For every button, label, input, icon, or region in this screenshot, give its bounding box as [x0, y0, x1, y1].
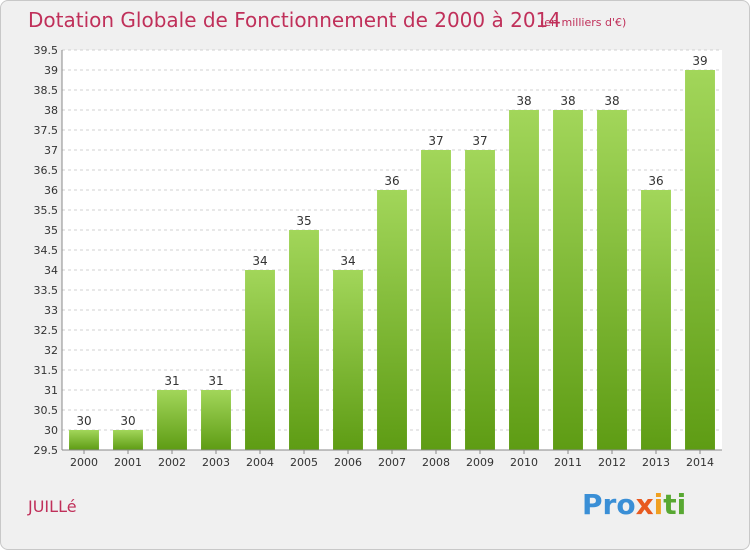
bar-2000 — [69, 430, 99, 450]
y-tick-label: 35 — [44, 224, 58, 237]
x-tick-label-2005: 2005 — [290, 456, 318, 469]
x-tick-label-2013: 2013 — [642, 456, 670, 469]
bar-2012 — [597, 110, 627, 450]
x-tick-label-2011: 2011 — [554, 456, 582, 469]
bar-2004 — [245, 270, 275, 450]
y-tick-label: 29.5 — [34, 444, 59, 457]
x-tick-label-2003: 2003 — [202, 456, 230, 469]
y-tick-label: 30 — [44, 424, 58, 437]
y-tick-label: 37 — [44, 144, 58, 157]
bar-2011 — [553, 110, 583, 450]
bar-2008 — [421, 150, 451, 450]
bar-2010 — [509, 110, 539, 450]
x-tick-label-2014: 2014 — [686, 456, 714, 469]
data-label-2002: 31 — [164, 374, 179, 388]
x-tick-label-2008: 2008 — [422, 456, 450, 469]
y-tick-label: 32 — [44, 344, 58, 357]
x-tick-label-2001: 2001 — [114, 456, 142, 469]
logo-part-3: i — [653, 488, 664, 521]
data-label-2010: 38 — [516, 94, 531, 108]
x-tick-label-2006: 2006 — [334, 456, 362, 469]
y-tick-label: 30.5 — [34, 404, 59, 417]
proxiti-logo: Proxiti — [582, 488, 686, 521]
data-label-2011: 38 — [560, 94, 575, 108]
chart-title: Dotation Globale de Fonctionnement de 20… — [28, 8, 561, 32]
x-tick-label-2012: 2012 — [598, 456, 626, 469]
y-tick-label: 31.5 — [34, 364, 59, 377]
data-label-2006: 34 — [340, 254, 355, 268]
x-tick-label-2002: 2002 — [158, 456, 186, 469]
data-label-2008: 37 — [428, 134, 443, 148]
bar-2006 — [333, 270, 363, 450]
data-label-2005: 35 — [296, 214, 311, 228]
x-tick-label-2000: 2000 — [70, 456, 98, 469]
data-label-2007: 36 — [384, 174, 399, 188]
y-tick-label: 39 — [44, 64, 58, 77]
bar-2003 — [201, 390, 231, 450]
y-tick-label: 33 — [44, 304, 58, 317]
y-tick-label: 36.5 — [34, 164, 59, 177]
data-label-2001: 30 — [120, 414, 135, 428]
logo-part-2: x — [635, 488, 654, 521]
y-tick-label: 38 — [44, 104, 58, 117]
bar-2009 — [465, 150, 495, 450]
y-tick-label: 32.5 — [34, 324, 59, 337]
bar-2001 — [113, 430, 143, 450]
bar-2013 — [641, 190, 671, 450]
y-tick-label: 39.5 — [34, 44, 59, 57]
commune-name: JUILLé — [28, 497, 77, 516]
bar-2002 — [157, 390, 187, 450]
logo-part-1: Pro — [582, 488, 636, 521]
data-label-2012: 38 — [604, 94, 619, 108]
y-tick-label: 36 — [44, 184, 58, 197]
y-tick-label: 31 — [44, 384, 58, 397]
bar-2014 — [685, 70, 715, 450]
x-tick-label-2004: 2004 — [246, 456, 274, 469]
x-tick-label-2007: 2007 — [378, 456, 406, 469]
y-tick-label: 38.5 — [34, 84, 59, 97]
x-tick-label-2009: 2009 — [466, 456, 494, 469]
bars-group: 30 30 31 31 34 35 34 36 37 37 38 38 38 36 39 — [69, 54, 715, 450]
bar-2007 — [377, 190, 407, 450]
data-label-2000: 30 — [76, 414, 91, 428]
logo-part-4: ti — [663, 488, 687, 521]
bar-2005 — [289, 230, 319, 450]
y-tick-label: 33.5 — [34, 284, 59, 297]
y-tick-label: 37.5 — [34, 124, 59, 137]
data-label-2004: 34 — [252, 254, 267, 268]
y-tick-label: 35.5 — [34, 204, 59, 217]
x-tick-label-2010: 2010 — [510, 456, 538, 469]
axes-group: 29.5 30 30.5 31 31.5 32 32.5 33 33.5 34 34.5 35 35.5… — [34, 44, 722, 469]
data-label-2003: 31 — [208, 374, 223, 388]
data-label-2009: 37 — [472, 134, 487, 148]
data-label-2013: 36 — [648, 174, 663, 188]
data-label-2014: 39 — [692, 54, 707, 68]
y-tick-label: 34 — [44, 264, 58, 277]
chart-subtitle: (en milliers d'€) — [540, 16, 627, 29]
y-tick-label: 34.5 — [34, 244, 59, 257]
